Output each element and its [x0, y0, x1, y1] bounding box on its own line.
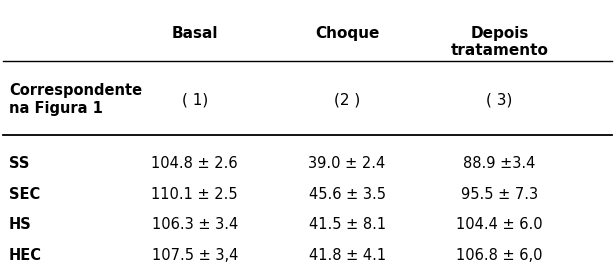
Text: HEC: HEC — [9, 248, 42, 263]
Text: 41.8 ± 4.1: 41.8 ± 4.1 — [309, 248, 386, 263]
Text: 106.3 ± 3.4: 106.3 ± 3.4 — [152, 217, 238, 232]
Text: 45.6 ± 3.5: 45.6 ± 3.5 — [309, 186, 386, 202]
Text: 107.5 ± 3,4: 107.5 ± 3,4 — [151, 248, 238, 263]
Text: 95.5 ± 7.3: 95.5 ± 7.3 — [461, 186, 538, 202]
Text: 106.8 ± 6,0: 106.8 ± 6,0 — [456, 248, 542, 263]
Text: HS: HS — [9, 217, 31, 232]
Text: Choque: Choque — [315, 26, 379, 41]
Text: ( 3): ( 3) — [486, 92, 513, 107]
Text: 39.0 ± 2.4: 39.0 ± 2.4 — [309, 156, 386, 171]
Text: 41.5 ± 8.1: 41.5 ± 8.1 — [309, 217, 386, 232]
Text: 104.4 ± 6.0: 104.4 ± 6.0 — [456, 217, 543, 232]
Text: SEC: SEC — [9, 186, 40, 202]
Text: 110.1 ± 2.5: 110.1 ± 2.5 — [151, 186, 238, 202]
Text: (2 ): (2 ) — [334, 92, 360, 107]
Text: 88.9 ±3.4: 88.9 ±3.4 — [463, 156, 536, 171]
Text: SS: SS — [9, 156, 30, 171]
Text: ( 1): ( 1) — [181, 92, 208, 107]
Text: 104.8 ± 2.6: 104.8 ± 2.6 — [151, 156, 238, 171]
Text: Correspondente
na Figura 1: Correspondente na Figura 1 — [9, 84, 142, 116]
Text: Depois
tratamento: Depois tratamento — [451, 26, 549, 58]
Text: Basal: Basal — [172, 26, 218, 41]
